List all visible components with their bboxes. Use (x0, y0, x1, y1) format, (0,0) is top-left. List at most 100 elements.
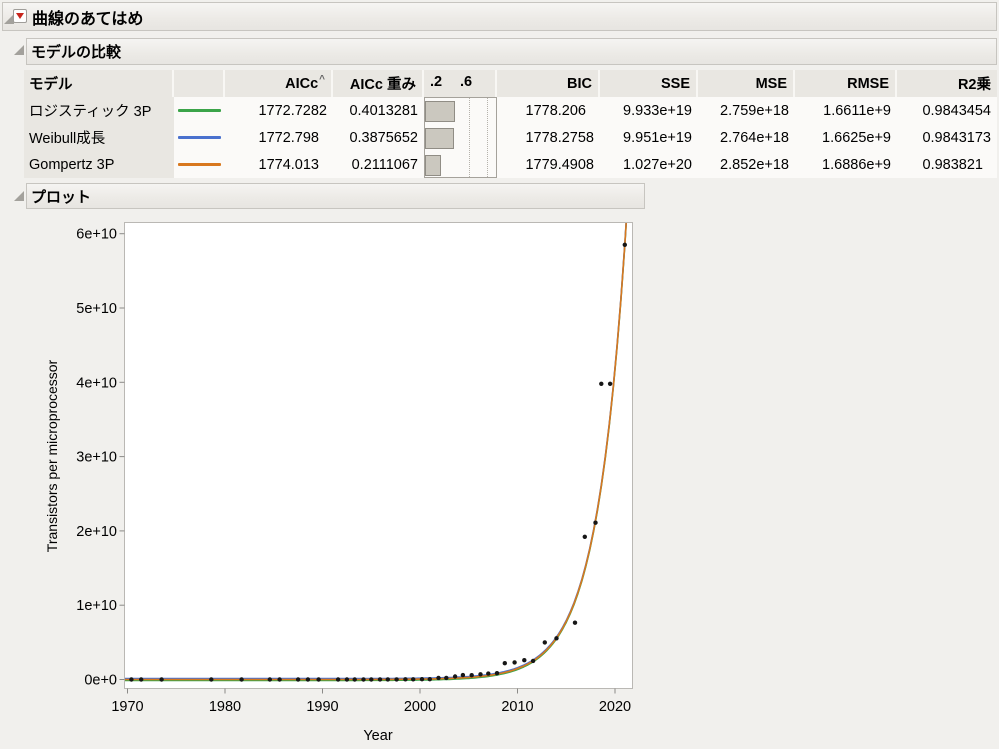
data-point (139, 677, 144, 682)
x-tick-label: 1990 (306, 699, 338, 715)
y-tick-label: 3e+10 (76, 450, 117, 466)
col-header-swatch[interactable] (174, 70, 225, 97)
data-point (572, 620, 578, 625)
aicc-value: 1772.798 (225, 124, 333, 151)
data-point (530, 658, 536, 664)
x-axis-title: Year (363, 728, 392, 744)
sse-value: 1.027e+20 (600, 151, 698, 178)
data-point (277, 677, 282, 682)
data-point (385, 677, 390, 682)
col-header-bic[interactable]: BIC (497, 70, 600, 97)
plot-frame (124, 222, 633, 689)
data-point (394, 677, 399, 682)
aicc-value: 1774.013 (225, 151, 333, 178)
col-header-aicc[interactable]: AICc ^ (225, 70, 333, 97)
data-point (361, 677, 366, 682)
data-point (444, 675, 449, 681)
disclosure-wedge-plot[interactable] (13, 190, 25, 202)
data-point (607, 381, 613, 386)
model-color-line (178, 136, 221, 139)
data-point (344, 677, 350, 682)
aicc-value: 1772.7282 (225, 97, 333, 124)
col-header-weight-bar-axis[interactable]: .2 .6 (424, 70, 497, 97)
col-header-aicc-weight[interactable]: AICc 重み (333, 70, 424, 97)
col-header-model[interactable]: モデル (24, 70, 174, 97)
col-header-rmse[interactable]: RMSE (795, 70, 897, 97)
data-point (452, 674, 458, 679)
data-point (369, 677, 374, 682)
data-point (419, 677, 425, 682)
data-point (542, 640, 547, 645)
model-name-cell[interactable]: Weibull成長 (24, 124, 174, 151)
data-point (159, 677, 164, 682)
bar-axis-label-06: .6 (460, 74, 473, 90)
model-name-cell[interactable]: Gompertz 3P (24, 151, 174, 178)
model-color-swatch-cell (174, 124, 225, 151)
data-point (460, 672, 466, 678)
disclosure-wedge-comparison[interactable] (13, 44, 25, 56)
sse-value: 9.951e+19 (600, 124, 698, 151)
data-point (522, 658, 527, 663)
data-point (599, 381, 604, 386)
y-tick-label: 4e+10 (76, 375, 117, 391)
data-points (129, 242, 627, 682)
sse-value: 9.933e+19 (600, 97, 698, 124)
y-tick-label: 0e+0 (84, 673, 117, 689)
plot-section-title: プロット (31, 188, 92, 206)
fit-curve (125, 223, 627, 681)
x-tick-label: 2000 (404, 699, 436, 715)
weight-bar (425, 101, 455, 122)
mse-value: 2.764e+18 (698, 124, 795, 151)
data-point (582, 534, 587, 539)
data-point (411, 677, 416, 682)
model-color-line (178, 109, 221, 112)
bar-gridline (487, 98, 488, 177)
data-point (305, 677, 311, 682)
data-point (622, 242, 627, 247)
data-point (478, 672, 483, 677)
disclosure-wedge-main[interactable] (3, 13, 15, 25)
data-point (494, 671, 500, 676)
report-title-bar: 曲線のあてはめ (2, 2, 997, 31)
data-point (267, 677, 272, 682)
red-triangle-menu-button[interactable] (13, 9, 27, 23)
y-axis[interactable]: 0e+0 1e+10 2e+10 3e+10 4e+10 5e+10 6e+10 (76, 227, 125, 689)
mse-value: 2.852e+18 (698, 151, 795, 178)
data-point (593, 520, 598, 525)
data-point (436, 675, 441, 681)
col-header-mse[interactable]: MSE (698, 70, 795, 97)
model-name-cell[interactable]: ロジスティック 3P (24, 97, 174, 124)
x-tick-label: 1970 (111, 699, 143, 715)
data-point (403, 677, 408, 682)
weight-bar (425, 155, 441, 176)
y-axis-title: Transistors per microprocessor (44, 359, 60, 552)
y-tick-label: 2e+10 (76, 524, 117, 540)
fit-curves (125, 223, 628, 682)
mse-value: 2.759e+18 (698, 97, 795, 124)
aicc-weight-value: 0.4013281 (333, 97, 424, 124)
r2-value: 0.9843454 (897, 97, 997, 124)
x-tick-label: 1980 (209, 699, 241, 715)
weight-bar (425, 128, 454, 149)
rmse-value: 1.6886e+9 (795, 151, 897, 178)
bar-gridline (469, 98, 470, 177)
data-point (335, 677, 341, 682)
comparison-section-title: モデルの比較 (31, 44, 122, 61)
x-tick-label: 2010 (501, 699, 533, 715)
data-point (209, 677, 214, 682)
col-header-sse[interactable]: SSE (600, 70, 698, 97)
bic-value: 1778.2758 (497, 124, 600, 151)
red-triangle-icon (16, 13, 24, 19)
bic-value: 1779.4908 (497, 151, 600, 178)
data-point (316, 677, 321, 682)
report-title: 曲線のあてはめ (32, 10, 144, 28)
col-header-r2[interactable]: R2乗 (897, 70, 997, 97)
x-axis[interactable]: 1970 1980 1990 2000 2010 2020 (111, 688, 631, 716)
aicc-weight-bar-chart (424, 97, 497, 178)
y-tick-label: 6e+10 (76, 227, 117, 243)
aicc-weight-value: 0.3875652 (333, 124, 424, 151)
data-point (469, 673, 474, 678)
model-color-line (178, 163, 221, 166)
